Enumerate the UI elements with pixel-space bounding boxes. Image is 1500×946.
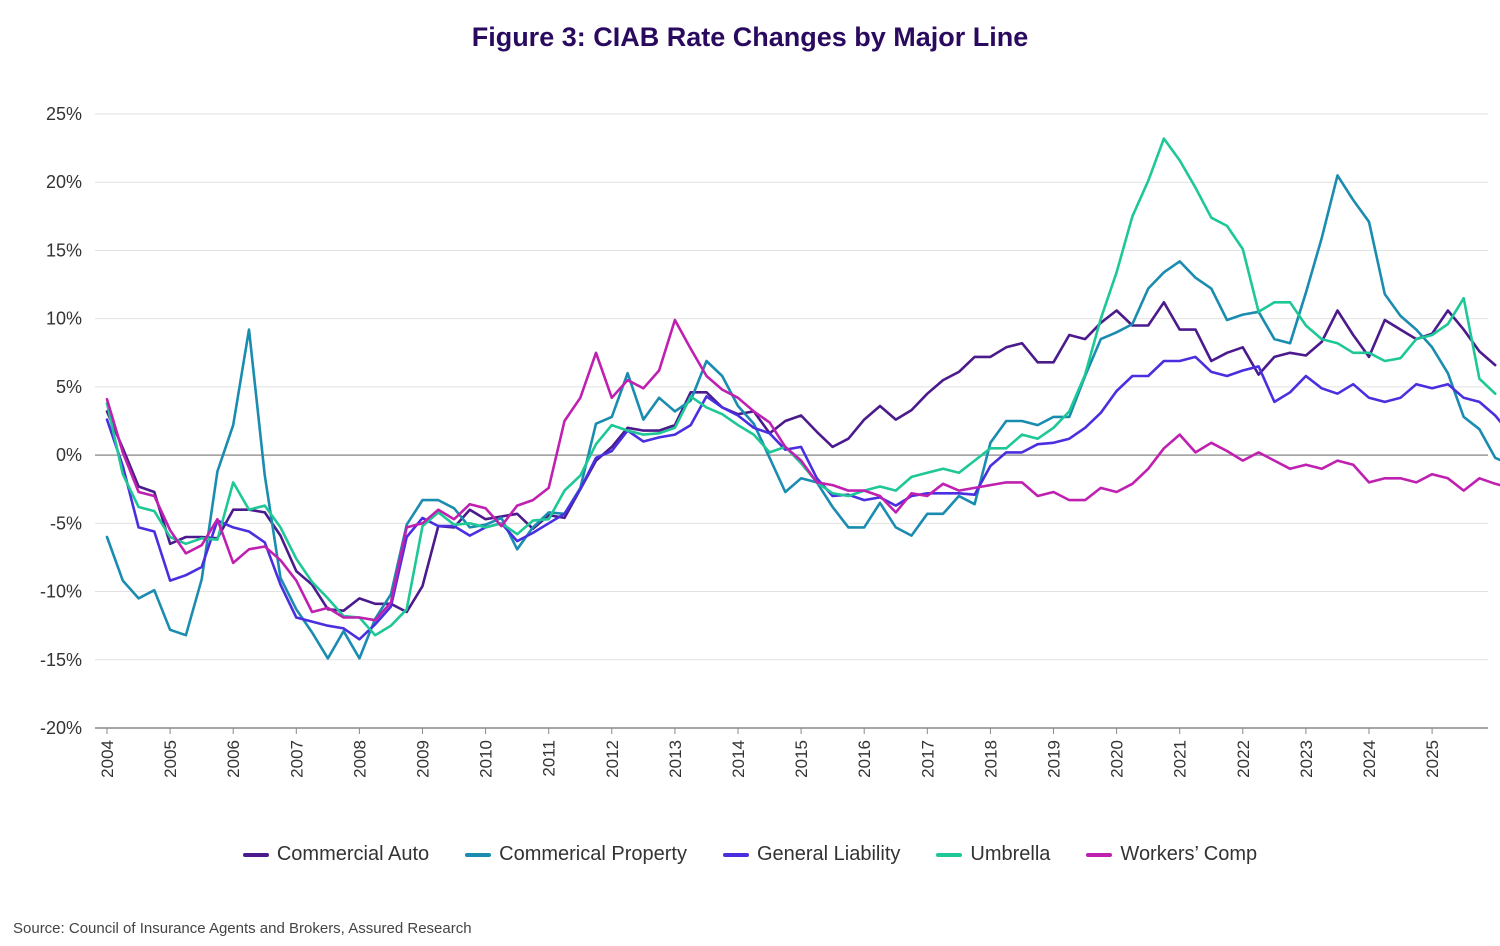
x-tick-label: 2015 (792, 740, 811, 778)
legend-item: Commercial Auto (242, 843, 430, 866)
x-tick-label: 2006 (224, 740, 243, 778)
x-tick-label: 2014 (729, 740, 748, 778)
x-tick-label: 2024 (1360, 740, 1379, 778)
x-tick-label: 2009 (414, 740, 433, 778)
legend-label: Commercial Auto (276, 843, 430, 865)
y-axis-ticks: 25% 20% 15% 10% 5% 0% -5% -10% -15% -20% (40, 104, 82, 738)
series-line-3 (105, 137, 1497, 637)
y-tick-label: 15% (46, 240, 82, 260)
x-tick-label: 2018 (981, 740, 1000, 778)
y-tick-label: 20% (46, 172, 82, 192)
x-tick-label: 2007 (287, 740, 306, 778)
legend: Commercial Auto Commerical Property Genera… (0, 843, 1500, 866)
legend-swatch (242, 852, 269, 857)
y-tick-label: -5% (50, 513, 82, 533)
x-tick-label: 2016 (855, 740, 874, 778)
x-axis-ticks: 2004 2005 2006 2007 2008 2009 2010 2011 2012 2013… (98, 728, 1442, 778)
x-tick-label: 2017 (918, 740, 937, 778)
legend-label: Umbrella (970, 843, 1051, 865)
x-tick-label: 2011 (540, 740, 559, 777)
x-tick-label: 2022 (1234, 740, 1253, 778)
y-tick-label: 25% (46, 104, 82, 124)
x-tick-label: 2020 (1108, 740, 1127, 778)
series-line-1 (105, 174, 1500, 660)
x-tick-label: 2005 (161, 740, 180, 778)
x-tick-label: 2012 (603, 740, 622, 778)
legend-swatch (936, 852, 963, 857)
gridlines (95, 113, 1488, 729)
legend-label: Commerical Property (499, 843, 687, 865)
series-line-0 (105, 300, 1497, 614)
x-tick-label: 2008 (350, 740, 369, 778)
x-tick-label: 2021 (1171, 740, 1190, 778)
x-tick-label: 2023 (1297, 740, 1316, 778)
x-tick-label: 2025 (1423, 740, 1442, 778)
legend-swatch (722, 852, 749, 857)
x-tick-label: 2019 (1045, 740, 1064, 778)
series-lines (105, 137, 1500, 660)
y-tick-label: 5% (56, 377, 82, 397)
y-tick-label: -15% (40, 650, 82, 670)
source-note: Source: Council of Insurance Agents and … (13, 920, 472, 937)
legend-item: Umbrella (936, 843, 1050, 866)
x-tick-label: 2004 (98, 740, 117, 778)
series-line-2 (105, 355, 1500, 641)
legend-label: General Liability (756, 843, 901, 865)
line-chart: 25% 20% 15% 10% 5% 0% -5% -10% -15% -20% 2004 2005… (40, 104, 1500, 778)
legend-item: Commerical Property (465, 843, 687, 866)
y-tick-label: 0% (56, 445, 82, 465)
legend-item: Workers’ Comp (1086, 843, 1257, 866)
series-line-4 (105, 318, 1500, 622)
x-tick-label: 2013 (666, 740, 685, 778)
legend-swatch (465, 852, 492, 857)
y-tick-label: 10% (46, 309, 82, 329)
legend-item: General Liability (722, 843, 901, 866)
x-tick-label: 2010 (477, 740, 496, 778)
legend-swatch (1086, 852, 1113, 857)
chart-title: Figure 3: CIAB Rate Changes by Major Lin… (471, 22, 1029, 52)
y-tick-label: -10% (40, 582, 82, 602)
legend-label: Workers’ Comp (1120, 843, 1258, 865)
y-tick-label: -20% (40, 718, 82, 738)
